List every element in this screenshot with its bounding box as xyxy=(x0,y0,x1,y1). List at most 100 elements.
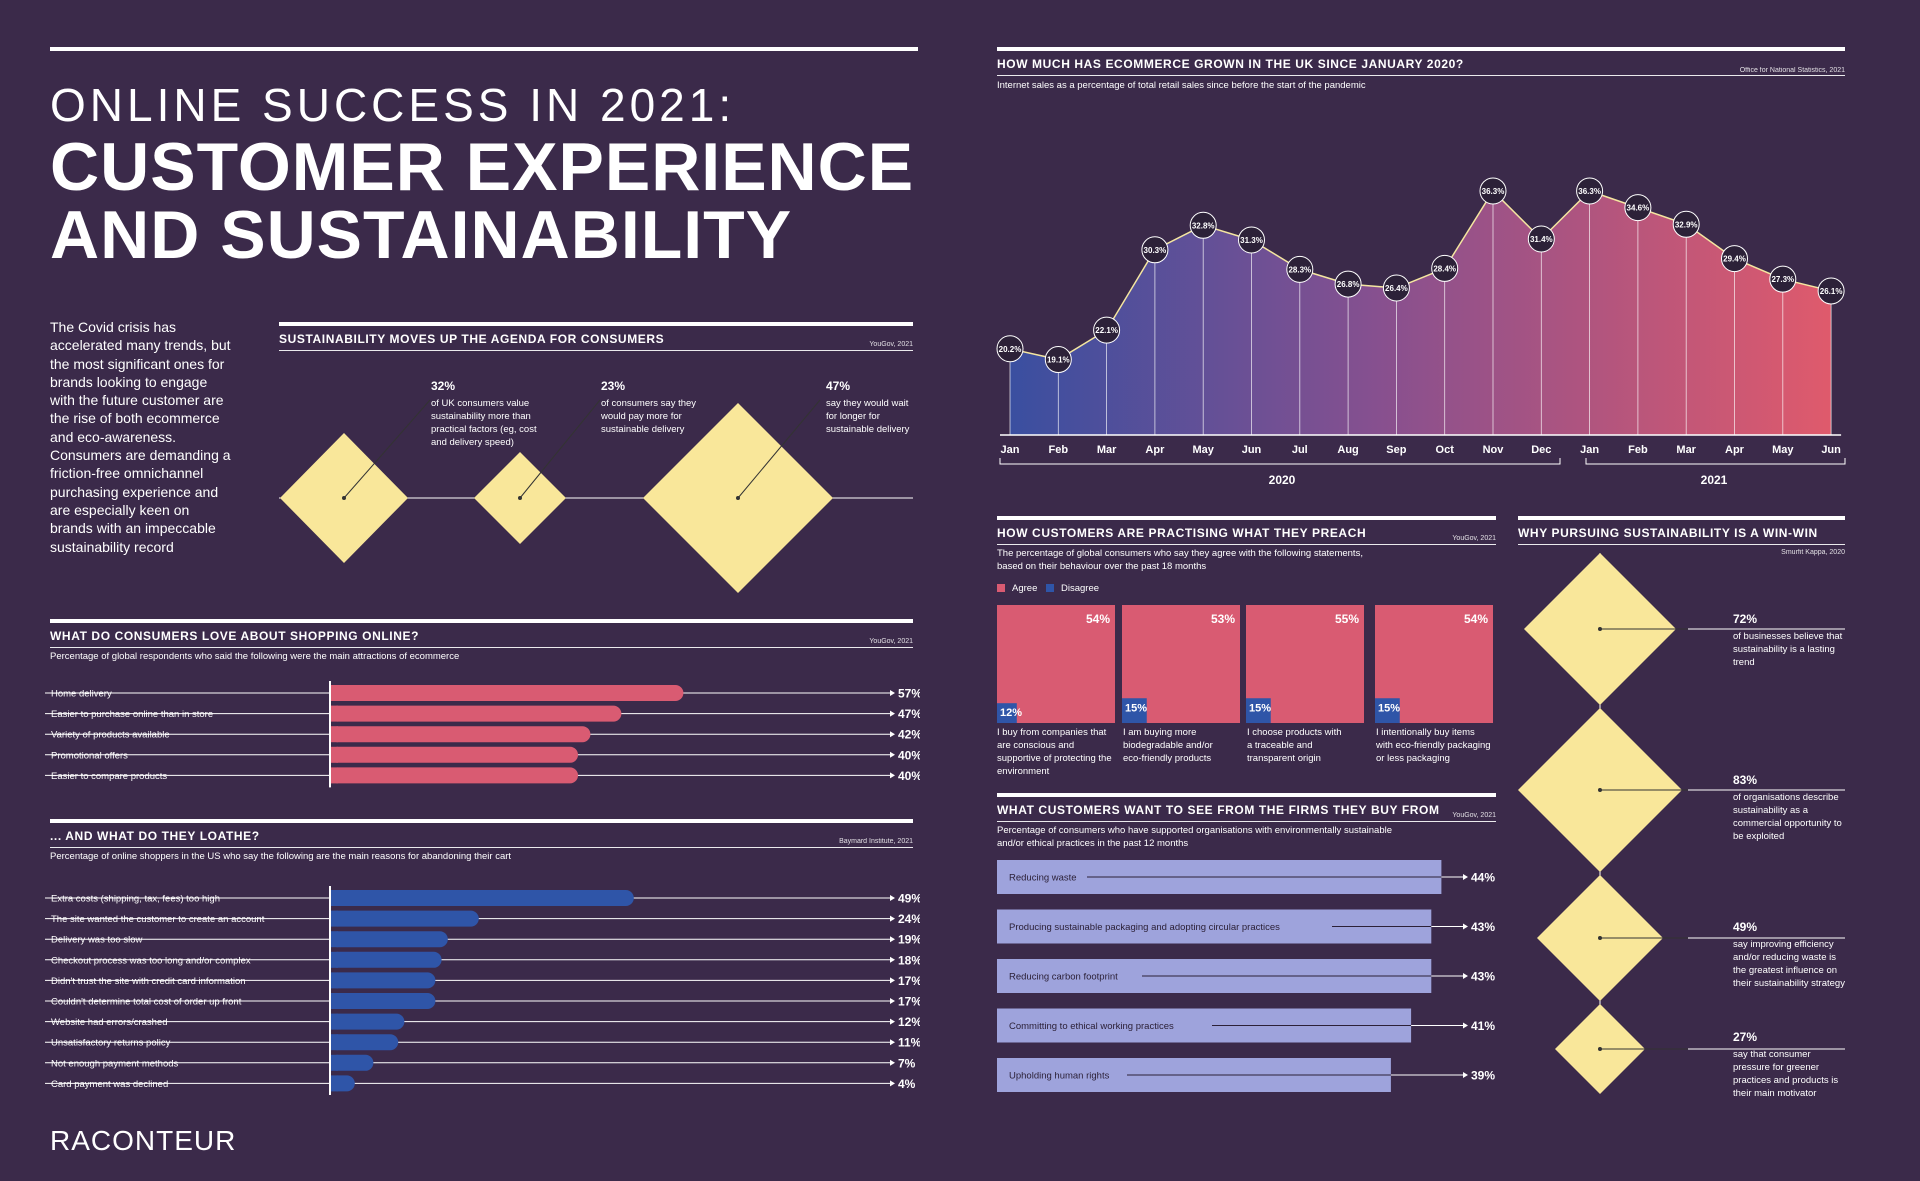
loathe-value-1: 24% xyxy=(898,912,920,926)
growth-point-5 xyxy=(1238,226,1265,254)
love-bar-2 xyxy=(330,726,591,743)
love-value-4: 40% xyxy=(898,769,920,783)
loathe-value-4: 17% xyxy=(898,974,920,988)
growth-tick-0: Jan xyxy=(1001,444,1020,456)
love-rule xyxy=(50,619,913,623)
love-bar-0 xyxy=(330,685,684,701)
love-label-3: Promotional offers xyxy=(51,750,128,761)
loathe-label-8: Not enough payment methods xyxy=(51,1058,179,1069)
want-arrow-2 xyxy=(1463,973,1468,979)
growth-point-15 xyxy=(1721,245,1748,273)
sustainability-diamonds-chart xyxy=(279,399,913,593)
growth-tick-16: May xyxy=(1772,444,1794,456)
winwin-rule xyxy=(1518,516,1845,520)
growth-point-label-14: 32.9% xyxy=(1675,220,1698,229)
year-bracket-2021 xyxy=(1585,458,1846,465)
loathe-value-6: 12% xyxy=(898,1015,920,1029)
winwin-source: Smurfit Kappa, 2020 xyxy=(1781,549,1845,556)
practise-category-3: I choose products with a traceable and t… xyxy=(1247,727,1342,764)
winwin-text-3: say improving efficiency and/or reducing… xyxy=(1733,939,1845,989)
love-title: WHAT DO CONSUMERS LOVE ABOUT SHOPPING ON… xyxy=(50,629,420,643)
love-label-0: Home delivery xyxy=(51,689,112,700)
growth-point-1 xyxy=(1044,346,1072,374)
love-value-3: 40% xyxy=(898,748,920,762)
growth-point-label-1: 19.1% xyxy=(1047,356,1070,365)
love-source: YouGov, 2021 xyxy=(869,638,913,645)
love-arrow-1 xyxy=(890,710,895,717)
growth-point-label-3: 30.3% xyxy=(1144,246,1167,255)
sustainability-text-1: of UK consumers value sustainability mor… xyxy=(431,398,537,448)
love-bar-base-4 xyxy=(330,767,338,784)
growth-point-8 xyxy=(1382,274,1410,302)
practise-bar-chart: 54% 12% 53% 15% 55% 15% 54% 15% xyxy=(997,605,1493,723)
loathe-bar-base-5 xyxy=(330,993,338,1009)
growth-point-9 xyxy=(1431,254,1459,282)
practise-disagree-label-3: 15% xyxy=(1378,702,1400,714)
loathe-underline xyxy=(50,847,913,848)
loathe-value-5: 17% xyxy=(898,995,920,1009)
growth-subtitle: Internet sales as a percentage of total … xyxy=(997,80,1366,91)
growth-tick-7: Aug xyxy=(1337,444,1358,456)
winwin-text-4: say that consumer pressure for greener p… xyxy=(1733,1049,1839,1099)
winwin-pct-4: 27% xyxy=(1733,1030,1758,1044)
sustainability-source: YouGov, 2021 xyxy=(869,341,913,348)
want-value-1: 43% xyxy=(1471,920,1495,934)
loathe-bar-base-6 xyxy=(330,1013,338,1030)
loathe-bar-chart: Extra costs (shipping, tax, fees) too hi… xyxy=(45,886,920,1095)
loathe-arrow-7 xyxy=(890,1039,895,1046)
loathe-rule xyxy=(50,819,913,823)
want-arrow-4 xyxy=(1463,1072,1468,1078)
loathe-bar-1 xyxy=(330,910,479,927)
loathe-value-2: 19% xyxy=(898,933,920,947)
love-bar-base-2 xyxy=(330,726,338,743)
loathe-bar-6 xyxy=(330,1013,405,1030)
loathe-bar-0 xyxy=(330,890,634,906)
growth-tick-4: May xyxy=(1192,444,1214,456)
want-label-1: Producing sustainable packaging and adop… xyxy=(1009,922,1280,933)
love-bar-chart: Home delivery 57% Easier to purchase onlin… xyxy=(45,681,920,788)
growth-source: Office for National Statistics, 2021 xyxy=(1739,67,1845,74)
growth-point-label-7: 26.8% xyxy=(1337,280,1360,289)
growth-point-label-17: 26.1% xyxy=(1820,287,1843,296)
loathe-label-3: Checkout process was too long and/or com… xyxy=(51,955,251,966)
loathe-bar-base-0 xyxy=(330,890,338,906)
loathe-title: ... AND WHAT DO THEY LOATHE? xyxy=(50,829,260,843)
loathe-bar-base-2 xyxy=(330,931,338,948)
practise-category-4: I intentionally buy items with eco-frien… xyxy=(1376,727,1491,764)
loathe-value-9: 4% xyxy=(898,1077,916,1091)
growth-point-16 xyxy=(1769,265,1797,293)
want-value-4: 39% xyxy=(1471,1069,1495,1083)
loathe-bar-2 xyxy=(330,931,448,948)
loathe-label-1: The site wanted the customer to create a… xyxy=(51,914,265,925)
love-arrow-0 xyxy=(890,690,895,696)
growth-point-3 xyxy=(1141,236,1169,264)
sustainability-pct-2: 23% xyxy=(601,379,626,393)
growth-point-label-12: 36.3% xyxy=(1578,187,1601,196)
loathe-bar-base-9 xyxy=(330,1075,338,1092)
growth-point-0 xyxy=(996,335,1024,363)
growth-tick-2: Mar xyxy=(1097,444,1117,456)
growth-point-label-15: 29.4% xyxy=(1723,255,1746,264)
winwin-text-1: of businesses believe that sustainabilit… xyxy=(1733,631,1843,668)
growth-point-label-13: 34.6% xyxy=(1627,204,1650,213)
legend-agree-swatch xyxy=(997,584,1005,592)
practise-disagree-label-0: 12% xyxy=(1000,707,1022,719)
practise-subtitle: The percentage of global consumers who s… xyxy=(997,548,1363,572)
practise-agree-label-3: 54% xyxy=(1464,612,1488,626)
growth-point-label-8: 26.4% xyxy=(1385,284,1408,293)
love-value-2: 42% xyxy=(898,728,920,742)
growth-point-label-2: 22.1% xyxy=(1095,326,1118,335)
loathe-bar-7 xyxy=(330,1034,399,1051)
growth-tick-14: Mar xyxy=(1676,444,1696,456)
sustainability-text-3: say they would wait for longer for susta… xyxy=(826,398,910,435)
winwin-title: WHY PURSUING SUSTAINABILITY IS A WIN-WIN xyxy=(1518,526,1818,540)
sustainability-title: SUSTAINABILITY MOVES UP THE AGENDA FOR C… xyxy=(279,332,665,346)
growth-point-12 xyxy=(1576,177,1604,205)
loathe-label-2: Delivery was too slow xyxy=(51,935,142,946)
love-bar-1 xyxy=(330,705,622,722)
want-rule xyxy=(997,793,1496,797)
want-value-0: 44% xyxy=(1471,871,1495,885)
practise-disagree-2 xyxy=(1246,698,1271,723)
growth-tick-13: Feb xyxy=(1628,444,1648,456)
loathe-bar-base-4 xyxy=(330,972,338,989)
